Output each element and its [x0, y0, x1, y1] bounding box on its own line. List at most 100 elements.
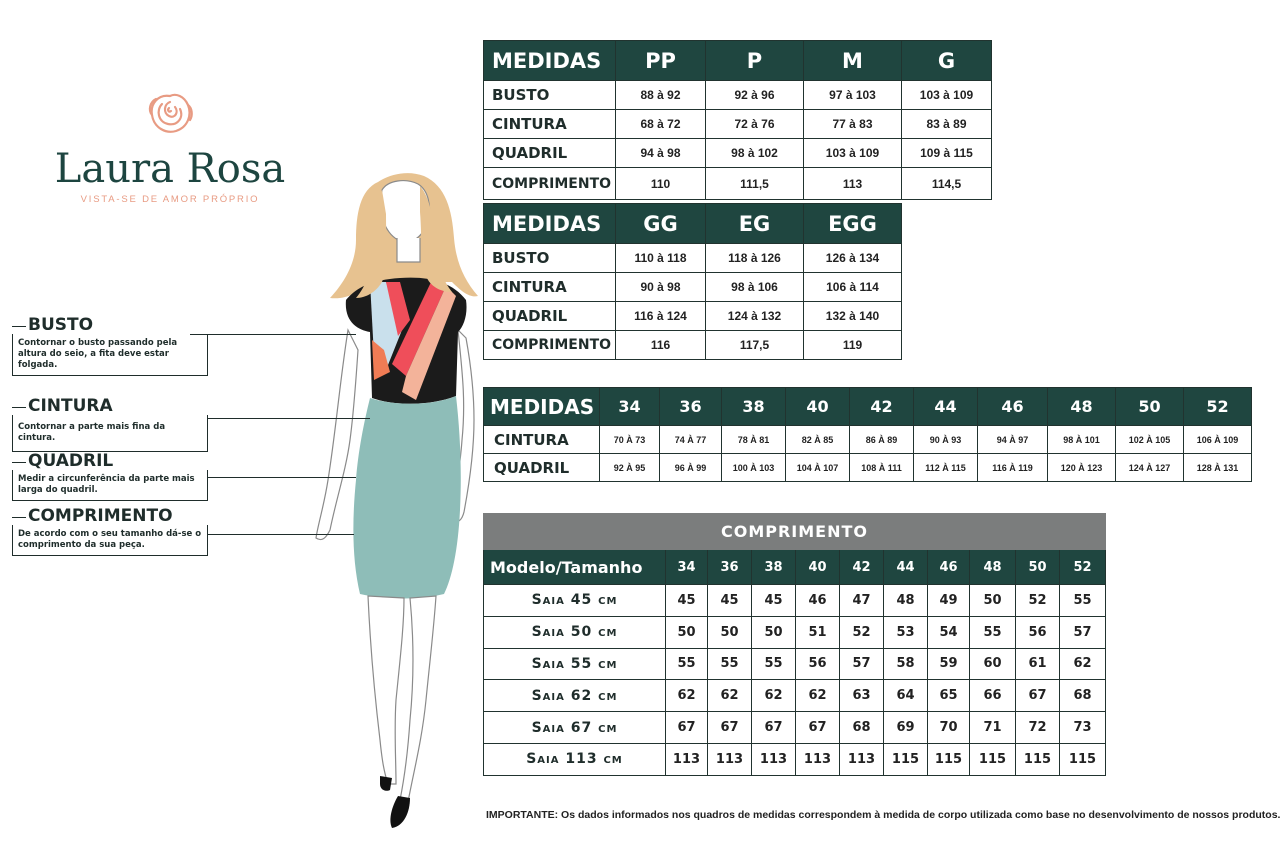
header-cell: 48 [969, 549, 1016, 585]
table-cell: 110 [615, 167, 706, 200]
table-cell: 61 [1015, 647, 1060, 681]
table-cell: 58 [883, 647, 928, 681]
table-cell: 128 À 131 [1183, 453, 1252, 482]
row-label: Saia 55 cm [483, 647, 666, 681]
size-table-gg-egg: MEDIDAS GG EG EGG BUSTO 110 à 118 118 à … [483, 203, 902, 360]
table-cell: 119 [803, 330, 902, 360]
table-cell: 67 [665, 711, 708, 744]
table-row: COMPRIMENTO 116 117,5 119 [483, 330, 902, 360]
table-cell: 45 [751, 584, 796, 617]
header-cell: 50 [1115, 387, 1184, 426]
table-cell: 52 [1015, 584, 1060, 617]
table-cell: 86 À 89 [849, 425, 914, 454]
row-label: COMPRIMENTO [483, 330, 616, 360]
callout-text: Contornar a parte mais fina da cintura. [12, 415, 208, 452]
table-cell: 74 À 77 [659, 425, 722, 454]
table-cell: 60 [969, 647, 1016, 681]
callout-title: QUADRIL [12, 452, 208, 470]
header-cell: 46 [977, 387, 1048, 426]
table-cell: 106 à 114 [803, 272, 902, 302]
header-cell: MEDIDAS [483, 203, 616, 244]
header-cell: 34 [665, 549, 708, 585]
header-cell: G [901, 40, 992, 81]
row-label: CINTURA [483, 272, 616, 302]
header-cell: 42 [839, 549, 884, 585]
callout-comprimento: COMPRIMENTO De acordo com o seu tamanho … [12, 507, 208, 556]
table-cell: 67 [751, 711, 796, 744]
table-cell: 55 [665, 647, 708, 681]
row-label: Saia 45 cm [483, 584, 666, 617]
row-label: QUADRIL [483, 453, 600, 482]
header-cell: 40 [785, 387, 850, 426]
table-cell: 72 à 76 [705, 109, 804, 139]
callout-title: COMPRIMENTO [12, 507, 208, 525]
callout-busto: BUSTO Contornar o busto passando pela al… [12, 316, 208, 376]
table-cell: 96 À 99 [659, 453, 722, 482]
header-cell: MEDIDAS [483, 40, 616, 81]
table-cell: 94 à 98 [615, 138, 706, 168]
table-cell: 55 [969, 615, 1016, 649]
size-table-pp-g: MEDIDAS PP P M G BUSTO 88 à 92 92 à 96 9… [483, 40, 992, 200]
table-cell: 102 À 105 [1115, 425, 1184, 454]
table-cell: 112 À 115 [913, 453, 978, 482]
table-cell: 113 [795, 742, 840, 776]
header-cell: EGG [803, 203, 902, 244]
table-cell: 67 [1015, 679, 1060, 713]
table-cell: 67 [707, 711, 752, 744]
table-cell: 63 [839, 679, 884, 713]
table-header-row: Modelo/Tamanho 34 36 38 40 42 44 46 48 5… [483, 549, 1106, 585]
table-cell: 72 [1015, 711, 1060, 744]
table-cell: 103 à 109 [901, 80, 992, 110]
table-cell: 68 [839, 711, 884, 744]
table-cell: 45 [665, 584, 708, 617]
table-cell: 82 À 85 [785, 425, 850, 454]
table-cell: 115 [969, 742, 1016, 776]
table-row: BUSTO 88 à 92 92 à 96 97 à 103 103 à 109 [483, 80, 992, 110]
header-cell: 38 [751, 549, 796, 585]
table-cell: 117,5 [705, 330, 804, 360]
table-cell: 90 À 93 [913, 425, 978, 454]
header-cell: MEDIDAS [483, 387, 600, 426]
brand-logo: Laura Rosa VISTA-SE DE AMOR PRÓPRIO [50, 88, 290, 205]
table-cell: 110 à 118 [615, 243, 706, 273]
table-cell: 46 [795, 584, 840, 617]
table-cell: 56 [795, 647, 840, 681]
table-cell: 106 À 109 [1183, 425, 1252, 454]
table-cell: 50 [751, 615, 796, 649]
note-label: IMPORTANTE: [486, 809, 559, 821]
table-cell: 57 [1059, 615, 1106, 649]
table-cell: 88 à 92 [615, 80, 706, 110]
table-cell: 68 à 72 [615, 109, 706, 139]
table-cell: 62 [665, 679, 708, 713]
table-cell: 115 [1015, 742, 1060, 776]
table-cell: 120 À 123 [1047, 453, 1116, 482]
header-cell: 48 [1047, 387, 1116, 426]
table-cell: 113 [751, 742, 796, 776]
header-cell: 44 [883, 549, 928, 585]
row-label: QUADRIL [483, 301, 616, 331]
table-row: Saia 67 cm 67 67 67 67 68 69 70 71 72 73 [483, 711, 1106, 744]
callout-pointer-quadril [208, 477, 356, 478]
header-cell: Modelo/Tamanho [483, 549, 666, 585]
table-cell: 114,5 [901, 167, 992, 200]
callout-pointer-cintura [208, 418, 370, 419]
table-cell: 113 [665, 742, 708, 776]
callout-text: Medir a circunferência da parte mais lar… [12, 470, 208, 501]
table-row: CINTURA 90 à 98 98 à 106 106 à 114 [483, 272, 902, 302]
table-cell: 113 [707, 742, 752, 776]
header-cell: PP [615, 40, 706, 81]
table-header-row: MEDIDAS 34 36 38 40 42 44 46 48 50 52 [483, 387, 1252, 426]
header-cell: P [705, 40, 804, 81]
table-row: CINTURA 68 à 72 72 à 76 77 à 83 83 à 89 [483, 109, 992, 139]
table-cell: 69 [883, 711, 928, 744]
rose-icon [148, 93, 193, 133]
table-cell: 78 À 81 [721, 425, 786, 454]
row-label: COMPRIMENTO [483, 167, 616, 200]
table-row: CINTURA 70 À 73 74 À 77 78 À 81 82 À 85 … [483, 425, 1252, 454]
table-cell: 113 [803, 167, 902, 200]
header-cell: 52 [1183, 387, 1252, 426]
row-label: BUSTO [483, 243, 616, 273]
table-row: QUADRIL 94 à 98 98 à 102 103 à 109 109 à… [483, 138, 992, 168]
table-cell: 116 [615, 330, 706, 360]
table-cell: 50 [665, 615, 708, 649]
